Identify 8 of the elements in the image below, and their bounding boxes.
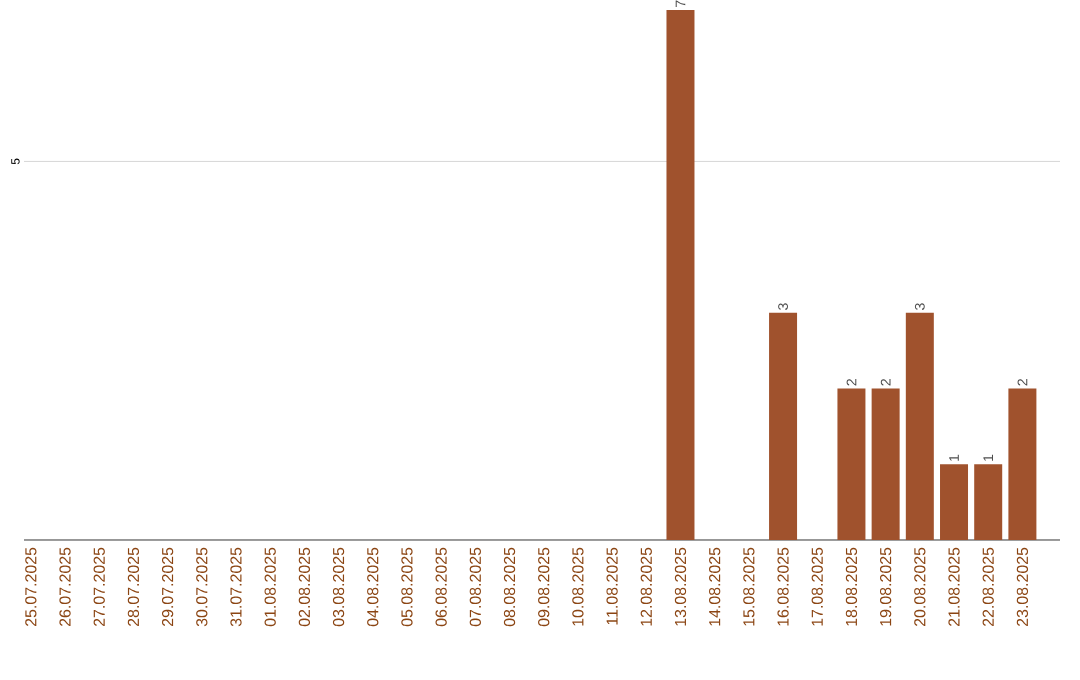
bar	[666, 9, 695, 540]
bar	[940, 464, 969, 540]
bar	[974, 464, 1003, 540]
bar	[1008, 388, 1037, 540]
bar	[837, 388, 866, 540]
bar	[769, 312, 798, 540]
bar	[905, 312, 934, 540]
bar	[871, 388, 900, 540]
